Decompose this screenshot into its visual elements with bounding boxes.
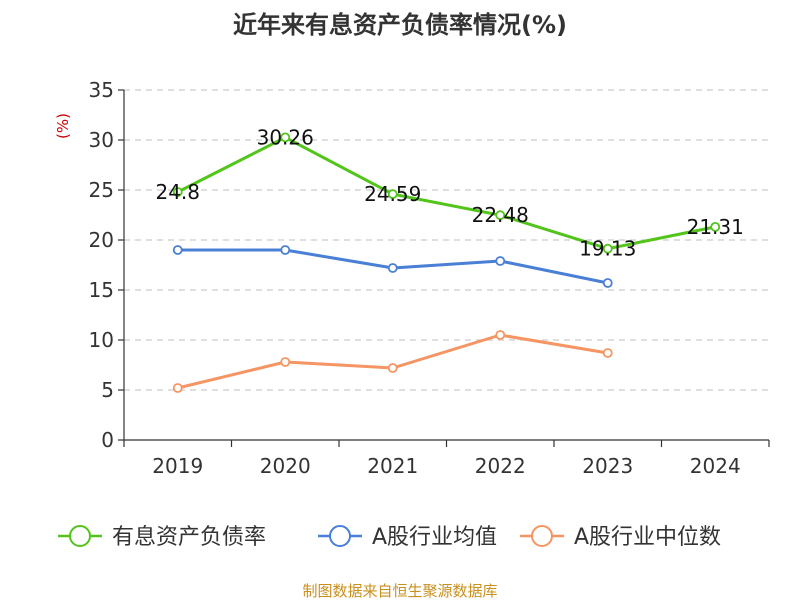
series-0 <box>172 132 721 254</box>
data-point <box>495 210 506 221</box>
y-tick-label: 30 <box>89 128 114 152</box>
legend-marker <box>329 525 351 547</box>
data-label: 24.59 <box>364 182 421 206</box>
legend-marker <box>69 525 91 547</box>
data-point <box>387 189 398 200</box>
legend-item-1: A股行业均值 <box>318 525 497 550</box>
y-tick-label: 10 <box>89 328 114 352</box>
y-tick-label: 15 <box>89 278 114 302</box>
data-point <box>280 357 291 367</box>
data-point <box>495 330 506 340</box>
legend-label: A股行业均值 <box>372 525 497 550</box>
x-tick-label: 2024 <box>690 454 741 478</box>
source-note: 制图数据来自恒生聚源数据库 <box>302 582 497 600</box>
series-line <box>177 135 716 251</box>
legend-label: A股行业中位数 <box>574 525 721 550</box>
series-1 <box>172 245 613 288</box>
x-tick-label: 2022 <box>475 454 526 478</box>
data-point <box>387 263 398 273</box>
series-lines <box>172 132 721 393</box>
data-point <box>602 243 613 254</box>
data-point <box>172 245 183 255</box>
legend-item-0: 有息资产负债率 <box>58 525 266 550</box>
data-label: 19.13 <box>579 237 636 261</box>
data-point <box>602 278 613 288</box>
series-line <box>177 333 608 390</box>
data-point <box>495 256 506 266</box>
data-point <box>172 383 183 393</box>
y-axis-label: (%) <box>54 113 72 139</box>
x-tick-label: 2021 <box>367 454 418 478</box>
legend-marker <box>531 525 553 547</box>
data-label: 24.8 <box>155 180 200 204</box>
y-tick-label: 0 <box>101 428 114 452</box>
y-tick-label: 20 <box>89 228 114 252</box>
data-labels: 24.8 30.26 24.59 22.48 19.13 21.31 <box>155 125 743 260</box>
chart-title: 近年来有息资产负债率情况(%) <box>233 11 567 39</box>
y-tick-label: 25 <box>89 178 114 202</box>
data-point <box>710 221 721 232</box>
data-label: 21.31 <box>687 215 744 239</box>
data-point <box>172 187 183 197</box>
axes <box>118 89 770 447</box>
data-point <box>280 132 291 143</box>
y-tick-label: 35 <box>89 78 114 102</box>
data-point <box>387 363 398 373</box>
data-point <box>602 348 613 358</box>
gridlines <box>124 89 769 391</box>
x-tick-label: 2023 <box>582 454 633 478</box>
x-tick-label: 2020 <box>260 454 311 478</box>
series-2 <box>172 330 613 393</box>
y-tick-labels: 0 5 10 15 20 25 30 35 <box>89 78 114 452</box>
data-label: 22.48 <box>472 203 529 227</box>
data-point <box>280 245 291 255</box>
y-tick-label: 5 <box>101 378 114 402</box>
legend-label: 有息资产负债率 <box>112 525 266 550</box>
x-tick-label: 2019 <box>152 454 203 478</box>
data-label: 30.26 <box>257 125 314 149</box>
legend: 有息资产负债率 A股行业均值 A股行业中位数 <box>58 525 721 550</box>
x-tick-labels: 2019 2020 2021 2022 2023 2024 <box>152 454 740 478</box>
legend-item-2: A股行业中位数 <box>520 525 721 550</box>
